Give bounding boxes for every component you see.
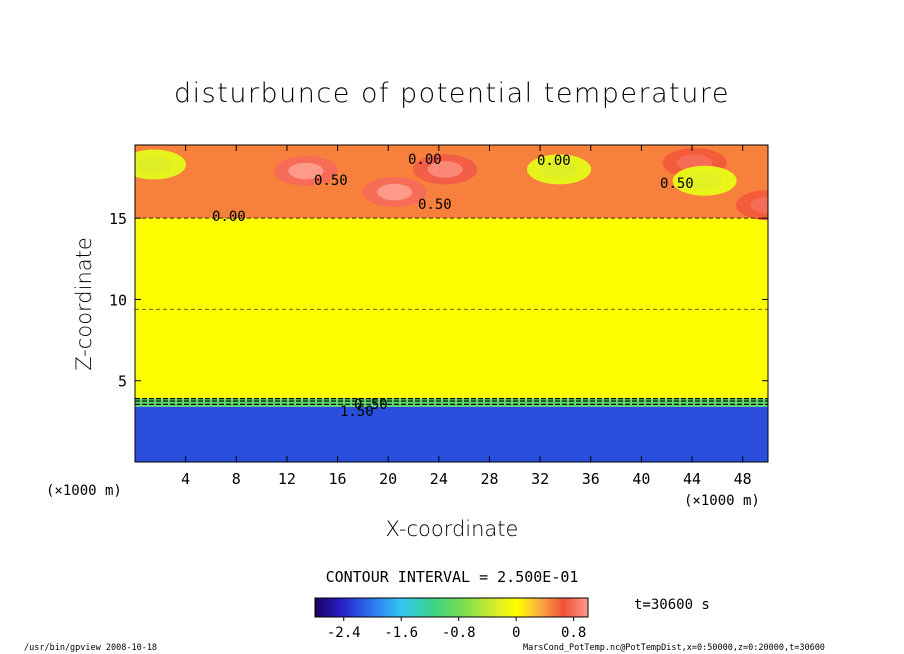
x-tick-label: 4 <box>181 470 190 488</box>
field-hotspot-core <box>541 161 577 178</box>
x-tick-label: 8 <box>232 470 241 488</box>
y-axis-ticks: 5 10 15 <box>109 210 768 391</box>
x-unit-right: (×1000 m) <box>684 493 760 509</box>
colorbar-tick-label: -0.8 <box>442 625 476 641</box>
contour-interval: CONTOUR INTERVAL = 2.500E-01 <box>326 568 579 586</box>
chart-title: disturbunce of potential temperature <box>174 78 730 109</box>
contour-lines <box>135 217 768 405</box>
plot-area <box>135 145 768 462</box>
x-tick-label: 20 <box>379 470 397 488</box>
x-tick-label: 36 <box>582 470 600 488</box>
field-hotspot-core <box>136 156 172 173</box>
field-hotspot-core <box>376 183 413 201</box>
contour-label: 0.00 <box>537 153 571 169</box>
x-unit-left: (×1000 m) <box>46 483 122 499</box>
x-axis-label: X-coordinate <box>386 517 519 541</box>
field-hotspot-core <box>750 196 768 214</box>
x-axis-ticks: 4 8 12 16 20 24 28 32 36 40 44 48 <box>181 145 752 488</box>
x-tick-label: 12 <box>278 470 296 488</box>
x-tick-label: 28 <box>480 470 498 488</box>
x-tick-label: 40 <box>632 470 650 488</box>
colorbar-tick-label: 0.8 <box>561 625 586 641</box>
contour-label: 0.00 <box>212 209 246 225</box>
colorbar-tick-label: -2.4 <box>327 625 361 641</box>
field-layer <box>135 218 768 399</box>
colorbar-fill <box>314 597 589 618</box>
field-layers <box>135 145 768 462</box>
field-hotspot-core <box>687 172 723 190</box>
colorbar-ticks: -2.4 -1.6 -0.8 0 0.8 <box>327 617 586 641</box>
contour-label: 1.50 <box>340 404 374 420</box>
colorbar: -2.4 -1.6 -0.8 0 0.8 <box>314 597 589 641</box>
contour-label: 0.00 <box>408 152 442 168</box>
x-tick-label: 32 <box>531 470 549 488</box>
contour-label: 0.50 <box>354 397 388 413</box>
plot-frame <box>134 144 769 463</box>
y-axis-label: Z-coordinate <box>72 237 96 371</box>
contour-labels: 0.00 0.00 0.00 0.50 0.50 0.50 0.50 1.50 <box>212 152 694 420</box>
field-hotspots <box>135 147 768 221</box>
footer-right: MarsCond_PotTemp.nc@PotTempDist,x=0:5000… <box>523 643 825 653</box>
x-tick-label: 44 <box>683 470 701 488</box>
field-hotspot-core <box>427 161 463 178</box>
field-layer <box>135 398 768 407</box>
footer-left: /usr/bin/gpview 2008-10-18 <box>24 643 157 653</box>
x-tick-label: 48 <box>734 470 752 488</box>
time-label: t=30600 s <box>634 597 710 613</box>
field-layer <box>135 406 768 462</box>
colorbar-tick-label: -1.6 <box>384 625 418 641</box>
y-tick-label: 15 <box>109 210 127 228</box>
contour-label: 0.50 <box>418 197 452 213</box>
contour-label: 0.50 <box>314 173 348 189</box>
colorbar-tick-label: 0 <box>512 625 520 641</box>
contour-label: 0.50 <box>660 176 694 192</box>
x-tick-label: 24 <box>430 470 448 488</box>
x-tick-label: 16 <box>329 470 347 488</box>
field-hotspot-core <box>288 162 324 180</box>
y-tick-label: 10 <box>109 291 127 309</box>
y-tick-label: 5 <box>118 373 127 391</box>
